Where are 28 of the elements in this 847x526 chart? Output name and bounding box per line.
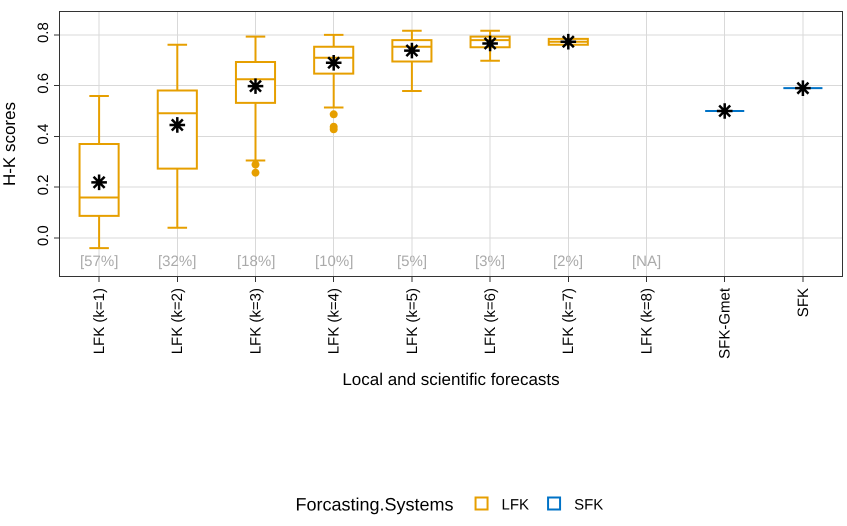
x-tick-label: LFK (k=8) [638,288,656,354]
annotation: [10%] [315,253,354,270]
annotation: [3%] [475,253,506,270]
y-tick-label: 0.0 [35,225,52,246]
annotation: [18%] [237,253,276,270]
x-tick-label: LFK (k=7) [560,288,578,354]
y-tick-label: 0.4 [35,124,52,145]
legend-title: Forcasting.Systems [296,494,454,515]
y-axis-title: H-K scores [0,102,19,186]
x-tick-label: LFK (k=1) [90,288,108,354]
x-tick-label: LFK (k=5) [404,288,421,354]
y-tick-label: 0.2 [35,174,52,196]
x-tick-label: LFK (k=2) [169,288,186,354]
x-tick-label: SFK [794,288,812,318]
annotation: [57%] [80,253,118,270]
x-tick-label: LFK (k=6) [482,288,499,354]
legend-label: SFK [574,496,604,514]
x-tick-label: LFK (k=4) [326,288,343,354]
annotation: [32%] [158,253,196,270]
annotation: [5%] [397,253,428,270]
annotation: [2%] [553,253,584,270]
x-tick-label: SFK-Gmet [716,287,734,359]
x-axis-title: Local and scientific forecasts [342,370,560,390]
y-tick-label: 0.6 [35,72,52,94]
legend-label: LFK [502,496,530,514]
x-tick-label: LFK (k=3) [247,288,264,354]
annotation: [NA] [632,253,662,270]
y-tick-label: 0.8 [35,22,52,44]
